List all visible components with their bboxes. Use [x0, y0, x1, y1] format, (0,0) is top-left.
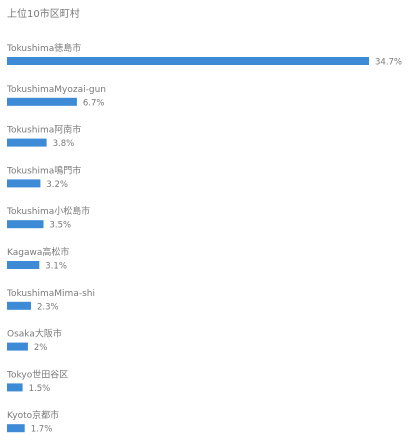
- category-label: TokushimaMyozai-gun: [6, 85, 106, 95]
- value-label: 2.3%: [37, 302, 59, 312]
- category-label: Tokyo世田谷区: [6, 368, 68, 380]
- bar[interactable]: [7, 220, 44, 229]
- value-label: 3.2%: [46, 180, 68, 190]
- category-label: Osaka大阪市: [7, 328, 62, 340]
- value-label: 2%: [34, 343, 48, 353]
- value-label: 1.5%: [29, 384, 51, 394]
- value-label: 1.7%: [31, 425, 53, 435]
- category-label: Tokushima鳴門市: [6, 164, 81, 176]
- bar[interactable]: [7, 97, 77, 106]
- value-label: 6.7%: [83, 98, 105, 108]
- value-label: 3.8%: [53, 139, 75, 149]
- category-label: Kyoto京都市: [7, 409, 59, 421]
- bar[interactable]: [7, 383, 23, 392]
- bar[interactable]: [7, 424, 25, 433]
- category-label: Tokushima徳島市: [6, 42, 81, 54]
- bar[interactable]: [7, 261, 40, 269]
- category-label: Tokushima小松島市: [6, 205, 90, 217]
- category-label: TokushimaMima-shi: [6, 289, 95, 299]
- category-label: Kagawa高松市: [7, 246, 69, 258]
- bar[interactable]: [7, 57, 369, 65]
- value-label: 34.7%: [375, 58, 402, 68]
- chart-title: 上位10市区町村: [7, 7, 80, 20]
- bar[interactable]: [7, 301, 31, 310]
- bar[interactable]: [7, 342, 28, 351]
- bar[interactable]: [7, 179, 41, 188]
- category-label: Tokushima阿南市: [6, 124, 81, 136]
- bar[interactable]: [7, 138, 47, 147]
- value-label: 3.1%: [45, 262, 67, 272]
- bar-rows: Tokushima徳島市 34.7% TokushimaMyozai-gun 6.7%…: [6, 42, 402, 435]
- value-label: 3.5%: [50, 221, 72, 231]
